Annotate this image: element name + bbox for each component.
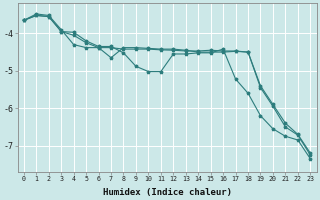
X-axis label: Humidex (Indice chaleur): Humidex (Indice chaleur) [103, 188, 232, 197]
